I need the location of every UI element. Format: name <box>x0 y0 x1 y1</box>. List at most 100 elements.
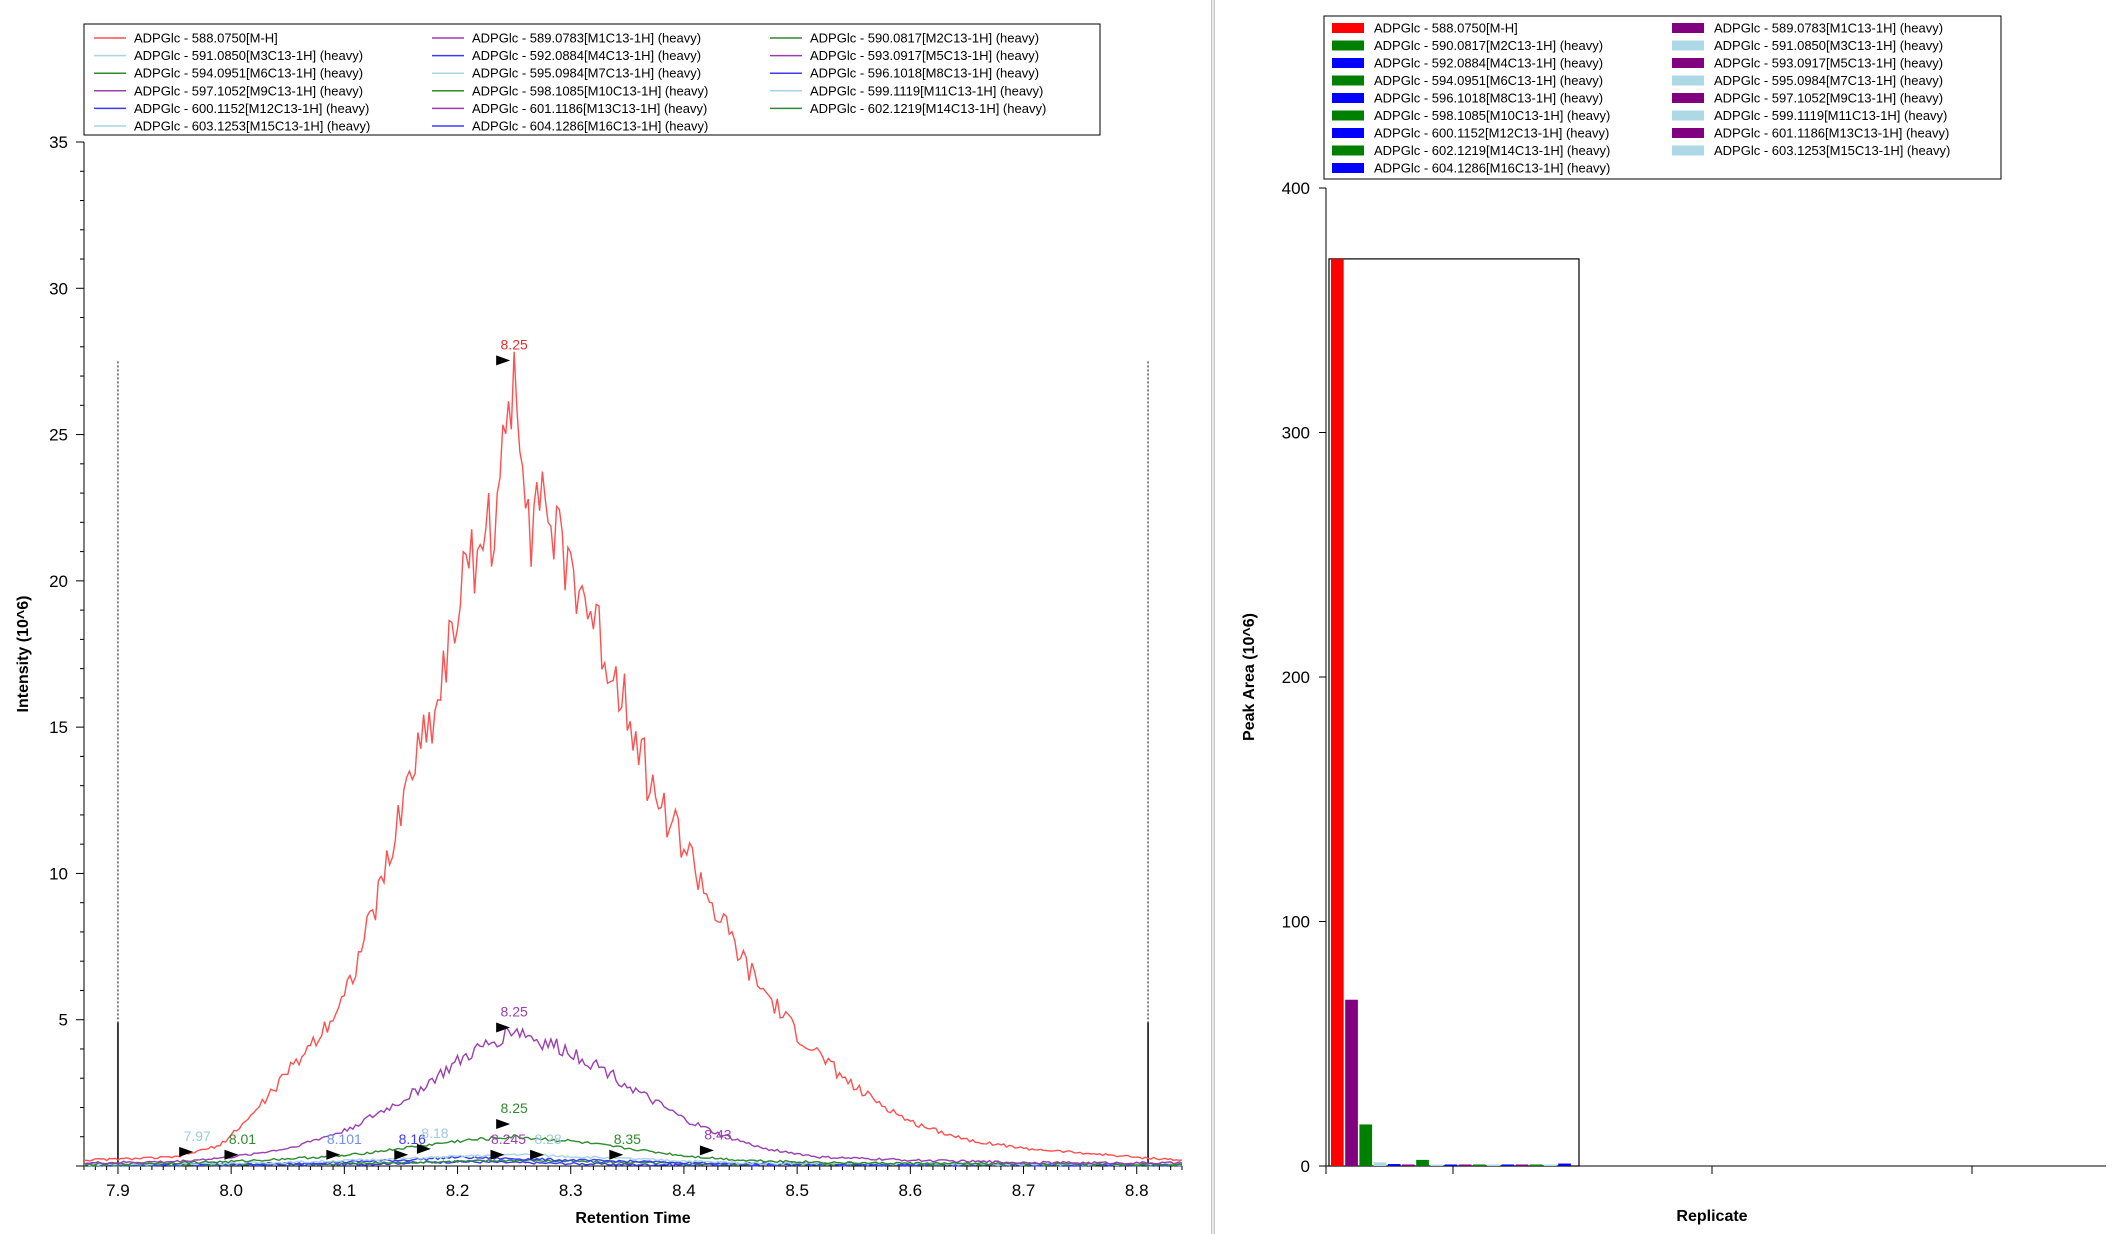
chromatogram-chart: 5 10 15 20 25 30 35 7.9 8.0 8.1 8.2 8.3 8.4 8.5 8.6 8.7… <box>15 23 1183 1227</box>
legend-swatch <box>1332 58 1364 68</box>
x-tick-label: 8.1 <box>333 1181 357 1200</box>
legend-label: ADPGlc - 600.1152[M12C13-1H] (heavy) <box>1374 126 1609 141</box>
legend-label: ADPGlc - 596.1018[M8C13-1H] (heavy) <box>1374 91 1603 106</box>
legend-label: ADPGlc - 593.0917[M5C13-1H] (heavy) <box>1714 56 1943 71</box>
legend-label: ADPGlc - 601.1186[M13C13-1H] (heavy) <box>1714 126 1949 141</box>
peak-label: 8.16 <box>399 1131 426 1147</box>
peak-area-chart: 0 100 200 300 400 Replicate Peak Area (10^6) AD… <box>1241 15 2106 1225</box>
legend-swatch <box>1672 145 1704 156</box>
legend-label: ADPGlc - 598.1085[M10C13-1H] (heavy) <box>472 83 708 98</box>
legend-label: ADPGlc - 595.0984[M7C13-1H] (heavy) <box>1714 73 1943 88</box>
y-tick-label: 300 <box>1282 424 1310 443</box>
y-tick-label: 400 <box>1282 179 1310 198</box>
peak-marker <box>490 1149 505 1160</box>
peak-marker <box>224 1149 239 1160</box>
legend-swatch <box>1332 163 1364 173</box>
legend-label: ADPGlc - 602.1219[M14C13-1H] (heavy) <box>1374 143 1610 158</box>
x-tick-label: 8.6 <box>899 1181 923 1200</box>
series-line <box>83 1153 1183 1167</box>
peak-label: 8.35 <box>614 1131 641 1147</box>
legend-label: ADPGlc - 589.0783[M1C13-1H] (heavy) <box>472 31 701 46</box>
legend-label: ADPGlc - 588.0750[M-H] <box>134 31 278 46</box>
x-tick-label: 8.3 <box>559 1181 583 1200</box>
legend-swatch <box>1672 75 1704 86</box>
legend-label: ADPGlc - 601.1186[M13C13-1H] (heavy) <box>472 101 707 116</box>
peak-marker <box>699 1145 714 1156</box>
legend-label: ADPGlc - 588.0750[M-H] <box>1374 21 1518 36</box>
y-tick-label: 35 <box>49 133 68 152</box>
legend-label: ADPGlc - 591.0850[M3C13-1H] (heavy) <box>134 48 363 63</box>
peak-marker <box>179 1146 194 1157</box>
peak-marker <box>609 1149 624 1160</box>
peak-label: 8.101 <box>327 1131 362 1147</box>
peak-label: 8.25 <box>501 1003 528 1019</box>
bar <box>1473 1164 1486 1166</box>
legend-swatch <box>1672 128 1704 138</box>
peak-marker <box>496 355 511 366</box>
legend-label: ADPGlc - 591.0850[M3C13-1H] (heavy) <box>1714 38 1943 53</box>
legend-label: ADPGlc - 597.1052[M9C13-1H] (heavy) <box>134 83 363 98</box>
peak-label: 8.43 <box>704 1126 731 1142</box>
legend-label: ADPGlc - 594.0951[M6C13-1H] (heavy) <box>1374 73 1603 88</box>
peak-marker <box>394 1149 409 1160</box>
legend-swatch <box>1332 110 1364 121</box>
legend-label: ADPGlc - 604.1286[M16C13-1H] (heavy) <box>1374 161 1610 176</box>
x-tick-label: 8.2 <box>446 1181 470 1200</box>
bar <box>1444 1164 1458 1166</box>
x-tick-label: 7.9 <box>106 1181 130 1200</box>
legend-label: ADPGlc - 603.1253[M15C13-1H] (heavy) <box>134 119 370 134</box>
x-tick-label: 8.4 <box>672 1181 696 1200</box>
x-axis-title: Replicate <box>1676 1208 1747 1225</box>
y-tick-label: 0 <box>1301 1157 1310 1176</box>
legend-label: ADPGlc - 604.1286[M16C13-1H] (heavy) <box>472 119 708 134</box>
peak-label: 8.01 <box>229 1131 256 1147</box>
legend-label: ADPGlc - 590.0817[M2C13-1H] (heavy) <box>1374 38 1603 53</box>
peak-label: 7.97 <box>184 1128 211 1144</box>
peak-label: 8.25 <box>501 336 528 352</box>
legend-label: ADPGlc - 594.0951[M6C13-1H] (heavy) <box>134 66 363 81</box>
legend-label: ADPGlc - 598.1085[M10C13-1H] (heavy) <box>1374 108 1610 123</box>
legend-swatch <box>1332 40 1364 51</box>
bar <box>1501 1164 1515 1166</box>
peak-marker <box>496 1022 511 1033</box>
legend: ADPGlc - 588.0750[M-H] ADPGlc - 589.0783[… <box>1323 15 2002 180</box>
peak-marker <box>530 1149 545 1160</box>
legend-label: ADPGlc - 602.1219[M14C13-1H] (heavy) <box>810 101 1046 116</box>
y-tick-label: 10 <box>49 864 68 883</box>
bar <box>1515 1164 1529 1166</box>
bar <box>1387 1164 1401 1166</box>
chromatogram-panel: 5 10 15 20 25 30 35 7.9 8.0 8.1 8.2 8.3 8.4 8.5 8.6 8.7… <box>15 23 1183 1227</box>
bar <box>1373 1162 1387 1166</box>
peak-label: 8.25 <box>501 1100 528 1116</box>
x-axis-title: Retention Time <box>575 1210 690 1227</box>
legend-label: ADPGlc - 592.0884[M4C13-1H] (heavy) <box>1374 56 1603 71</box>
bar <box>1402 1164 1415 1166</box>
bar <box>1487 1164 1500 1166</box>
legend-swatch <box>1672 23 1704 33</box>
x-tick-label: 8.7 <box>1012 1181 1036 1200</box>
bar <box>1359 1124 1373 1166</box>
peak-label: 8.28 <box>534 1131 561 1147</box>
legend-label: ADPGlc - 595.0984[M7C13-1H] (heavy) <box>472 66 701 81</box>
total-area-box <box>1328 258 1580 1167</box>
bar <box>1345 999 1358 1166</box>
panel-splitter[interactable] <box>1211 0 1215 1234</box>
series-line <box>83 351 1183 1162</box>
peak-marker <box>496 1119 511 1130</box>
bar <box>1416 1159 1429 1166</box>
legend-swatch <box>1672 40 1704 51</box>
y-tick-label: 30 <box>49 279 68 298</box>
peak-marker <box>326 1149 341 1160</box>
legend-swatch <box>1332 75 1364 86</box>
legend-swatch <box>1672 110 1704 121</box>
y-tick-label: 200 <box>1282 668 1310 687</box>
peak-marker <box>416 1143 431 1154</box>
legend-label: ADPGlc - 599.1119[M11C13-1H] (heavy) <box>810 83 1043 98</box>
bar <box>1529 1164 1543 1166</box>
y-tick-label: 20 <box>49 572 68 591</box>
legend-label: ADPGlc - 589.0783[M1C13-1H] (heavy) <box>1714 21 1943 36</box>
legend-label: ADPGlc - 593.0917[M5C13-1H] (heavy) <box>810 48 1039 63</box>
series-line <box>83 1134 1183 1167</box>
legend-label: ADPGlc - 600.1152[M12C13-1H] (heavy) <box>134 101 369 116</box>
legend-label: ADPGlc - 596.1018[M8C13-1H] (heavy) <box>810 66 1039 81</box>
